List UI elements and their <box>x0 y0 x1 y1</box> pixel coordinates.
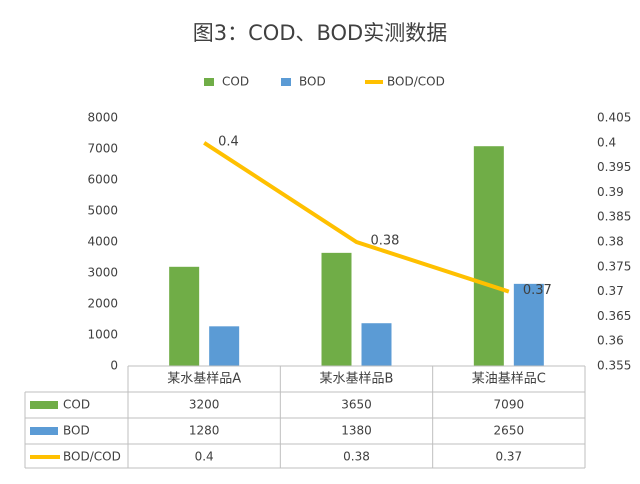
data-label: 0.4 <box>218 134 239 149</box>
y2-tick-label: 0.36 <box>597 334 624 348</box>
chart-title: 图3：COD、BOD实测数据 <box>193 21 447 45</box>
table-row-label: COD <box>63 398 90 412</box>
x-tick-label: 某水基样品B <box>320 372 394 387</box>
y2-tick-label: 0.405 <box>597 111 631 125</box>
legend-label: BOD/COD <box>387 75 445 89</box>
bar <box>513 283 544 366</box>
bar <box>321 252 352 366</box>
data-label: 0.38 <box>371 234 400 249</box>
y2-tick-label: 0.4 <box>597 135 616 149</box>
table-cell: 3200 <box>189 398 220 412</box>
table-cell: 0.38 <box>343 450 370 464</box>
bar <box>169 266 200 366</box>
y2-tick-label: 0.365 <box>597 309 631 323</box>
y-tick-label: 6000 <box>87 173 118 187</box>
y2-tick-label: 0.37 <box>597 284 624 298</box>
y2-tick-label: 0.375 <box>597 259 631 273</box>
legend-key <box>30 401 58 409</box>
bar <box>473 146 504 366</box>
table-row-label: BOD/COD <box>63 450 121 464</box>
y2-tick-label: 0.355 <box>597 359 631 373</box>
x-tick-label: 某水基样品A <box>167 372 241 387</box>
legend-key <box>281 78 291 86</box>
y-tick-label: 3000 <box>87 266 118 280</box>
table-cell: 1280 <box>189 424 220 438</box>
table-cell: 7090 <box>494 398 525 412</box>
table-cell: 0.4 <box>195 450 214 464</box>
legend-label: BOD <box>299 75 326 89</box>
table-cell: 0.37 <box>495 450 522 464</box>
x-tick-label: 某油基样品C <box>472 372 546 387</box>
bar <box>209 326 240 366</box>
bar <box>361 323 392 366</box>
legend-key <box>204 78 214 86</box>
y-tick-label: 5000 <box>87 204 118 218</box>
y-tick-label: 8000 <box>87 111 118 125</box>
data-label: 0.37 <box>523 283 552 298</box>
table-cell: 1380 <box>341 424 372 438</box>
y2-tick-label: 0.39 <box>597 185 624 199</box>
y-tick-label: 7000 <box>87 142 118 156</box>
legend-key <box>30 427 58 435</box>
y2-tick-label: 0.385 <box>597 210 631 224</box>
y-tick-label: 2000 <box>87 297 118 311</box>
y-tick-label: 1000 <box>87 328 118 342</box>
table-cell: 2650 <box>494 424 525 438</box>
y2-tick-label: 0.395 <box>597 160 631 174</box>
y-tick-label: 0 <box>110 359 118 373</box>
y2-tick-label: 0.38 <box>597 235 624 249</box>
legend-label: COD <box>222 75 249 89</box>
table-cell: 3650 <box>341 398 372 412</box>
y-tick-label: 4000 <box>87 235 118 249</box>
line <box>203 141 510 294</box>
table-row-label: BOD <box>63 424 90 438</box>
